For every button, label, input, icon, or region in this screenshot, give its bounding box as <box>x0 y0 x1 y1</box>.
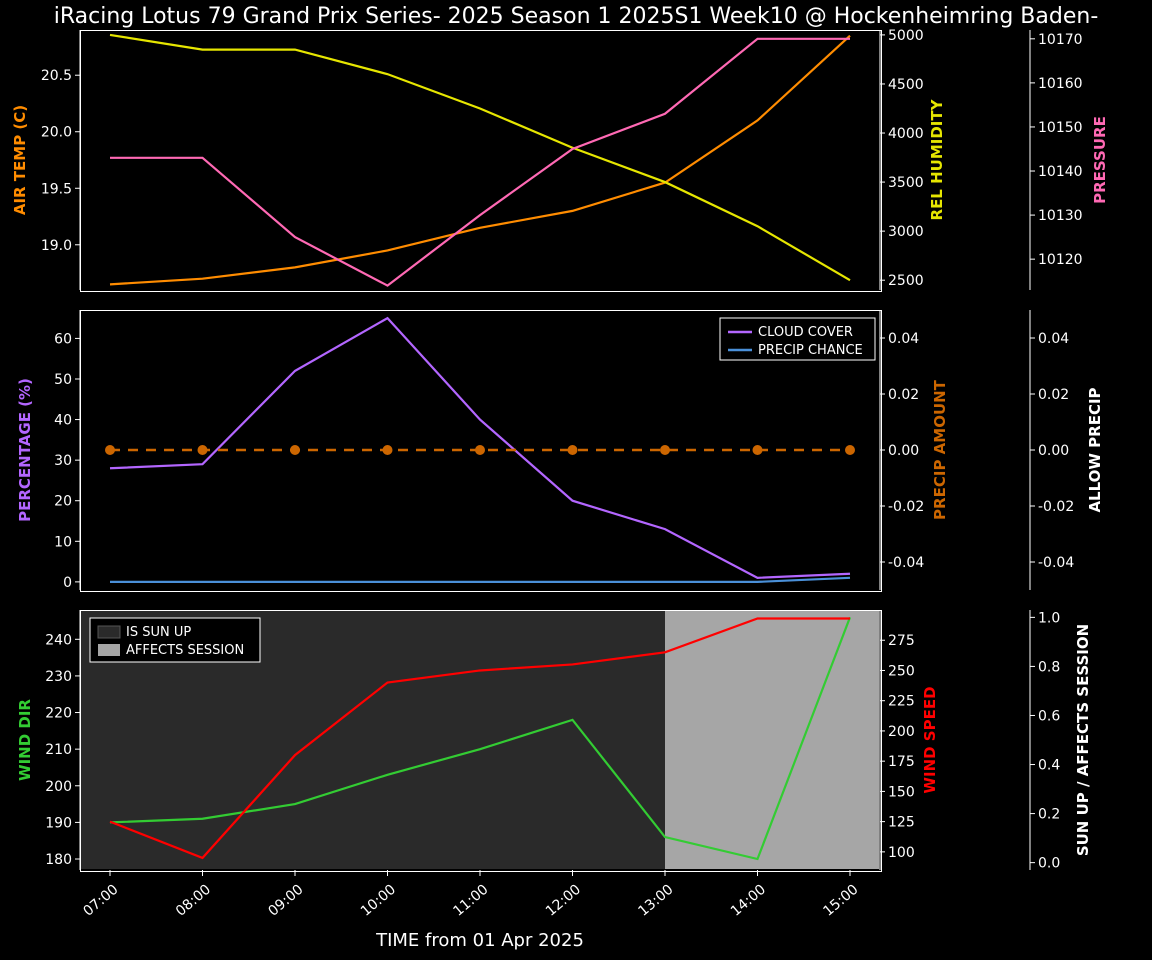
svg-text:WIND SPEED: WIND SPEED <box>921 686 939 793</box>
svg-text:-0.02: -0.02 <box>888 499 924 515</box>
svg-text:0.04: 0.04 <box>1038 331 1069 347</box>
svg-text:20.5: 20.5 <box>41 68 72 84</box>
svg-text:30: 30 <box>54 453 72 469</box>
svg-text:5000: 5000 <box>888 28 924 44</box>
svg-text:IS SUN UP: IS SUN UP <box>126 625 191 640</box>
x-axis-label: TIME from 01 Apr 2025 <box>80 930 880 951</box>
svg-text:180: 180 <box>45 852 72 868</box>
svg-text:10150: 10150 <box>1038 120 1083 136</box>
chart-svg: 19.019.520.020.5AIR TEMP (C)250030003500… <box>0 0 1152 960</box>
svg-text:0.00: 0.00 <box>1038 443 1069 459</box>
svg-text:15:00: 15:00 <box>820 882 861 920</box>
svg-text:225: 225 <box>888 694 915 710</box>
svg-text:210: 210 <box>45 742 72 758</box>
svg-text:19.0: 19.0 <box>41 238 72 254</box>
svg-text:0: 0 <box>63 575 72 591</box>
svg-text:14:00: 14:00 <box>728 882 769 920</box>
svg-text:200: 200 <box>45 779 72 795</box>
svg-text:0.00: 0.00 <box>888 443 919 459</box>
svg-text:2500: 2500 <box>888 273 924 289</box>
svg-text:AFFECTS SESSION: AFFECTS SESSION <box>126 643 244 658</box>
svg-text:4000: 4000 <box>888 126 924 142</box>
svg-text:0.04: 0.04 <box>888 331 919 347</box>
svg-text:PRECIP CHANCE: PRECIP CHANCE <box>758 343 863 358</box>
svg-text:3000: 3000 <box>888 224 924 240</box>
svg-text:20.0: 20.0 <box>41 125 72 141</box>
svg-text:230: 230 <box>45 669 72 685</box>
svg-text:-0.04: -0.04 <box>888 555 924 571</box>
svg-text:190: 190 <box>45 815 72 831</box>
svg-text:19.5: 19.5 <box>41 181 72 197</box>
svg-text:11:00: 11:00 <box>450 882 491 920</box>
svg-text:0.8: 0.8 <box>1038 659 1060 675</box>
svg-text:150: 150 <box>888 784 915 800</box>
svg-text:12:00: 12:00 <box>543 882 584 920</box>
svg-text:0.4: 0.4 <box>1038 758 1060 774</box>
svg-text:SUN UP / AFFECTS SESSION: SUN UP / AFFECTS SESSION <box>1074 624 1092 856</box>
svg-text:-0.02: -0.02 <box>1038 499 1074 515</box>
svg-text:20: 20 <box>54 494 72 510</box>
svg-text:4500: 4500 <box>888 77 924 93</box>
svg-text:10160: 10160 <box>1038 76 1083 92</box>
svg-text:125: 125 <box>888 815 915 831</box>
svg-text:100: 100 <box>888 845 915 861</box>
svg-text:10:00: 10:00 <box>358 882 399 920</box>
svg-text:200: 200 <box>888 724 915 740</box>
svg-text:250: 250 <box>888 663 915 679</box>
svg-text:10130: 10130 <box>1038 208 1083 224</box>
svg-text:10120: 10120 <box>1038 252 1083 268</box>
svg-text:220: 220 <box>45 706 72 722</box>
svg-text:AIR TEMP (C): AIR TEMP (C) <box>11 105 29 215</box>
svg-text:1.0: 1.0 <box>1038 610 1060 626</box>
svg-text:240: 240 <box>45 632 72 648</box>
svg-text:PRESSURE: PRESSURE <box>1091 116 1109 204</box>
svg-text:PRECIP AMOUNT: PRECIP AMOUNT <box>931 379 949 520</box>
svg-text:08:00: 08:00 <box>173 882 214 920</box>
svg-text:09:00: 09:00 <box>265 882 306 920</box>
svg-text:ALLOW PRECIP: ALLOW PRECIP <box>1086 387 1104 512</box>
svg-text:0.0: 0.0 <box>1038 856 1060 872</box>
svg-text:13:00: 13:00 <box>635 882 676 920</box>
svg-text:60: 60 <box>54 331 72 347</box>
svg-text:0.02: 0.02 <box>1038 387 1069 403</box>
svg-text:REL HUMIDITY: REL HUMIDITY <box>928 98 946 220</box>
svg-text:0.6: 0.6 <box>1038 708 1060 724</box>
svg-text:0.2: 0.2 <box>1038 807 1060 823</box>
svg-text:3500: 3500 <box>888 175 924 191</box>
svg-text:07:00: 07:00 <box>80 882 121 920</box>
svg-text:CLOUD COVER: CLOUD COVER <box>758 325 853 340</box>
svg-text:10140: 10140 <box>1038 164 1083 180</box>
svg-text:10170: 10170 <box>1038 32 1083 48</box>
svg-text:275: 275 <box>888 633 915 649</box>
svg-text:WIND DIR: WIND DIR <box>16 699 34 781</box>
svg-text:10: 10 <box>54 534 72 550</box>
svg-text:175: 175 <box>888 754 915 770</box>
svg-text:50: 50 <box>54 372 72 388</box>
svg-text:-0.04: -0.04 <box>1038 555 1074 571</box>
svg-text:40: 40 <box>54 413 72 429</box>
svg-text:PERCENTAGE (%): PERCENTAGE (%) <box>16 378 34 522</box>
svg-text:0.02: 0.02 <box>888 387 919 403</box>
